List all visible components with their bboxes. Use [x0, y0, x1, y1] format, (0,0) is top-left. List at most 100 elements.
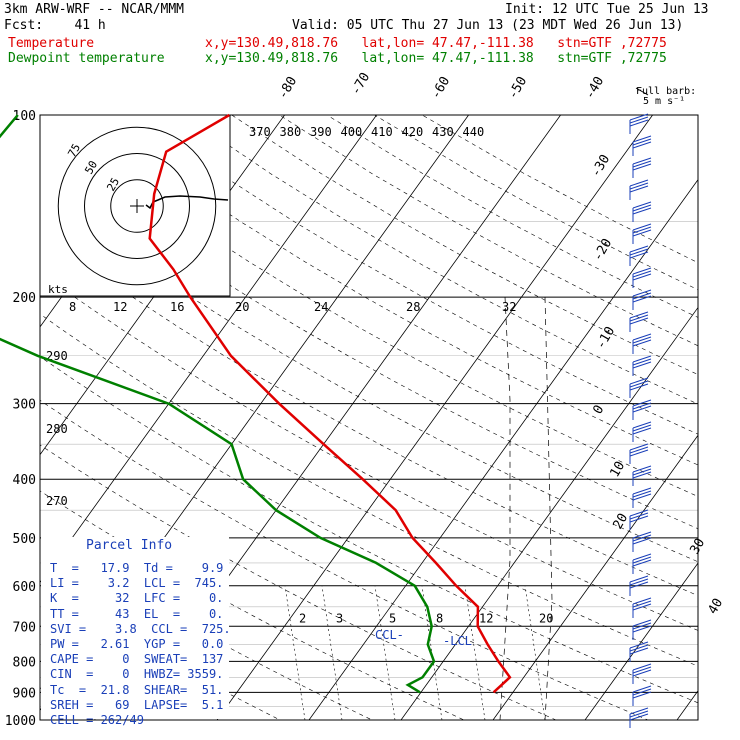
wind-barb-flag [629, 113, 649, 121]
wind-barb-flag [632, 226, 652, 234]
speed-scale-label: 24 [314, 300, 328, 314]
wind-barb-flag [629, 182, 649, 190]
wind-key-unit: 5 m s⁻¹ [643, 96, 685, 107]
isotherm-label: -10 [593, 324, 618, 352]
isotherm-label: -50 [505, 74, 530, 102]
wind-barb-flag [629, 509, 649, 517]
wind-barb-flag [632, 163, 652, 171]
wind-barb-flag [632, 424, 652, 432]
parcel-info-title: Parcel Info [86, 538, 173, 553]
wind-barb-flag [629, 380, 649, 388]
isotherm-label: -70 [348, 70, 373, 98]
dry-adiabat-line [40, 231, 698, 597]
wind-barb-flag [632, 559, 652, 567]
dewpoint-legend-label: Dewpoint temperature [8, 51, 165, 66]
isotherm-label: 20 [610, 511, 631, 532]
theta-e-label: 370 [249, 125, 271, 139]
pressure-tick-label: 200 [13, 291, 36, 306]
mixing-ratio-label: 5 [389, 611, 396, 625]
theta-e-label: 390 [310, 125, 332, 139]
speed-scale-label: 12 [113, 300, 127, 314]
dewpoint-legend-info: x,y=130.49,818.76 lat,lon= 47.47,-111.38… [205, 51, 667, 66]
wind-barb-flag [632, 160, 652, 168]
wind-barb-flag [632, 666, 652, 674]
dry-adiabat-line [88, 115, 698, 466]
wind-barb-flag [632, 669, 652, 677]
wind-barb-flag [629, 641, 649, 649]
wind-barb-flag [629, 515, 649, 523]
wind-barb-flag [632, 270, 652, 278]
wind-barb-flag [632, 358, 652, 366]
pressure-tick-label: 300 [13, 398, 36, 413]
wind-barb-flag [632, 553, 652, 561]
wind-barb-flag [632, 487, 652, 495]
wind-barb [632, 421, 652, 442]
wind-barb-flag [632, 465, 652, 473]
hodograph-ring [57, 126, 217, 286]
wind-barb-flag [629, 311, 649, 319]
wind-barb-flag [629, 116, 649, 124]
parcel-info-row: TT = 43 EL = 0. [50, 606, 224, 621]
speed-scale-label: 28 [406, 300, 420, 314]
isotherm-label: -80 [275, 74, 300, 102]
wind-barb-flag [629, 644, 649, 652]
wind-barb [629, 245, 649, 266]
wind-barb [632, 663, 652, 684]
wind-barb-flag [632, 471, 652, 479]
wind-barb [629, 443, 649, 464]
wind-barb-flag [632, 534, 652, 542]
init-time: Init: 12 UTC Tue 25 Jun 13 [505, 2, 709, 17]
wind-barb-flag [632, 336, 652, 344]
wind-barb-flag [632, 619, 652, 627]
wind-barb [632, 355, 652, 376]
wind-barb [629, 641, 649, 662]
wind-barb-flag [632, 273, 652, 281]
wind-barb-flag [632, 663, 652, 671]
pressure-tick-label: 400 [13, 473, 36, 488]
isotherm-label: -20 [590, 236, 615, 264]
wind-barb [629, 377, 649, 398]
wind-barb-flag [629, 383, 649, 391]
wind-barb-flag [632, 468, 652, 476]
parcel-info-row: SVI = 3.8 CCL = 725. [50, 621, 231, 636]
wind-barb [629, 575, 649, 596]
wind-barb [632, 201, 652, 222]
wind-barb-flag [632, 295, 652, 303]
wind-barb-flag [629, 710, 649, 718]
wind-barb-flag [632, 289, 652, 297]
parcel-info-row: SREH = 69 LAPSE= 5.1 [50, 697, 224, 712]
wind-barb-flag [632, 141, 652, 149]
wind-barb-flag [629, 647, 649, 655]
dry-adiabat-line [279, 115, 698, 347]
pressure-tick-label: 900 [13, 686, 36, 701]
speed-scale-label: 8 [69, 300, 76, 314]
wind-barb-flag [632, 622, 652, 630]
dewpoint-profile [0, 114, 436, 694]
mixing-ratio-label: 2 [299, 611, 306, 625]
speed-scale-label: 16 [170, 300, 184, 314]
hodograph-ring [110, 179, 164, 233]
wind-barb-flag [632, 223, 652, 231]
wind-barb [632, 553, 652, 574]
wind-barb-flag [629, 713, 649, 721]
isotherm-label: 30 [687, 536, 708, 557]
parcel-info-row: LI = 3.2 LCL = 745. [50, 576, 224, 591]
wind-key-label: Full barb: [636, 86, 696, 97]
wind-barb-flag [632, 685, 652, 693]
pressure-tick-label: 600 [13, 580, 36, 595]
theta-e-label: 420 [402, 125, 424, 139]
moist-adiabat-line [544, 296, 553, 720]
speed-scale-label: 32 [502, 300, 516, 314]
isotherm-label: 40 [705, 596, 726, 617]
wind-barb-flag [632, 556, 652, 564]
wind-barb-flag [629, 119, 649, 127]
wind-barb-flag [632, 691, 652, 699]
wind-barb-flag [632, 355, 652, 363]
wind-barb-flag [632, 421, 652, 429]
theta-label: 270 [46, 494, 68, 508]
parcel-info-row: CAPE = 0 SWEAT= 137 [50, 652, 224, 667]
wind-barb [629, 179, 649, 200]
isotherm-label: -40 [582, 74, 607, 102]
wind-barb-flag [632, 402, 652, 410]
wind-barb-flag [629, 245, 649, 253]
